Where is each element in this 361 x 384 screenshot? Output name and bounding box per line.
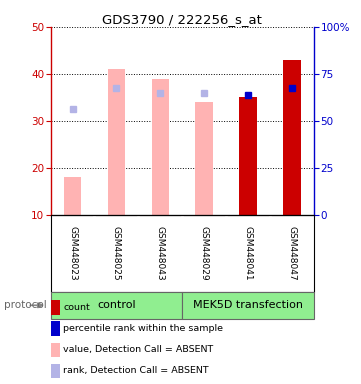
Title: GDS3790 / 222256_s_at: GDS3790 / 222256_s_at [103,13,262,26]
Text: MEK5D transfection: MEK5D transfection [193,300,303,310]
Text: GSM448029: GSM448029 [200,226,209,281]
Text: control: control [97,300,136,310]
Text: value, Detection Call = ABSENT: value, Detection Call = ABSENT [63,345,213,354]
Bar [64,177,81,215]
Text: count: count [63,303,90,312]
Bar [182,292,314,319]
Text: GSM448041: GSM448041 [244,226,253,281]
Text: rank, Detection Call = ABSENT: rank, Detection Call = ABSENT [63,366,209,376]
Bar [239,98,257,215]
Text: GSM448023: GSM448023 [68,226,77,281]
Bar [283,60,301,215]
Text: protocol: protocol [4,300,46,310]
Bar [108,69,125,215]
Text: GSM448047: GSM448047 [288,226,297,281]
Text: GSM448025: GSM448025 [112,226,121,281]
Bar [51,292,182,319]
Bar [195,102,213,215]
Text: GSM448043: GSM448043 [156,226,165,281]
Text: percentile rank within the sample: percentile rank within the sample [63,324,223,333]
Bar [152,79,169,215]
